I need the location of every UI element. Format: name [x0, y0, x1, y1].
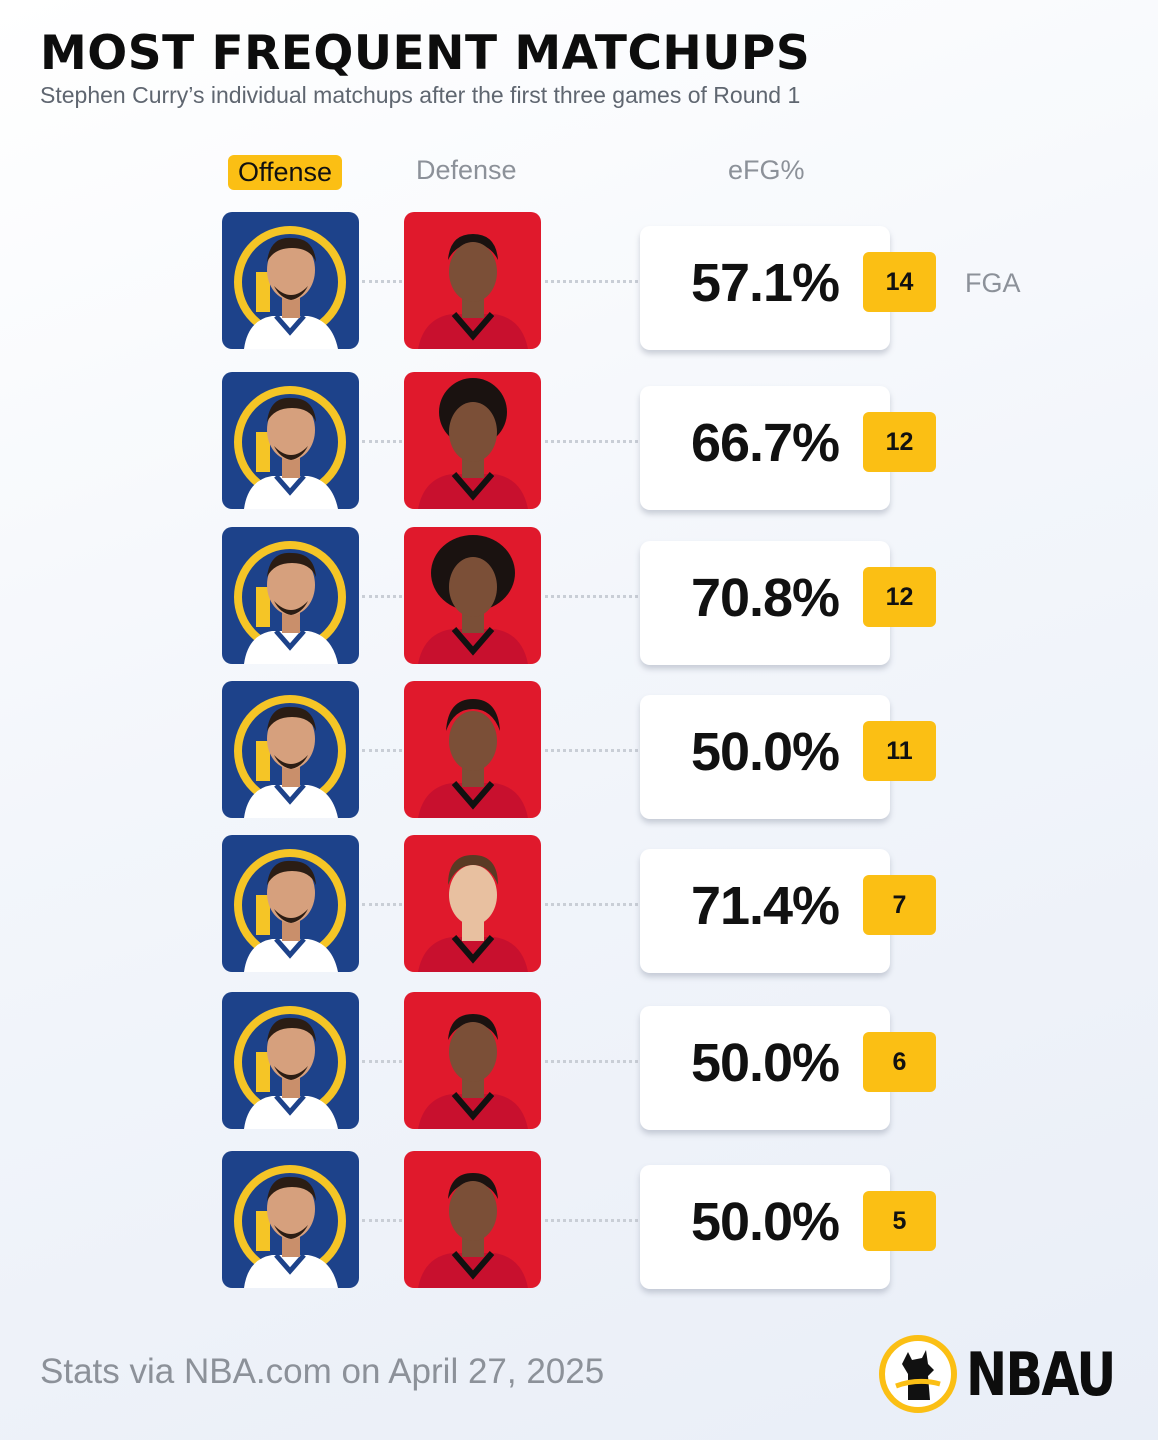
fga-label: FGA	[965, 268, 1021, 298]
connector-line	[545, 1060, 638, 1063]
offense-player-photo	[222, 835, 359, 972]
fga-badge: 14	[863, 252, 936, 312]
offense-player-photo	[222, 992, 359, 1129]
efg-card: 71.4%	[640, 849, 890, 973]
connector-line	[545, 280, 638, 283]
defender-photo	[404, 527, 541, 664]
efg-value: 50.0%	[690, 1192, 840, 1252]
defense-column-header: Defense	[416, 155, 517, 185]
efg-column-header: eFG%	[728, 155, 805, 185]
efg-value: 70.8%	[690, 568, 840, 628]
nbau-logo: NBAU	[878, 1334, 1118, 1414]
matchup-row: 50.0% 5	[0, 1151, 1158, 1291]
connector-line	[545, 595, 638, 598]
defender-photo	[404, 372, 541, 509]
efg-card: 50.0%	[640, 1165, 890, 1289]
dog-logo-icon	[879, 1335, 957, 1413]
efg-value: 50.0%	[690, 1033, 840, 1093]
fga-badge: 5	[863, 1191, 936, 1251]
defender-photo	[404, 835, 541, 972]
connector-line	[362, 903, 402, 906]
offense-player-photo	[222, 372, 359, 509]
connector-line	[362, 280, 402, 283]
page-title: MOST FREQUENT MATCHUPS	[40, 26, 811, 81]
efg-card: 70.8%	[640, 541, 890, 665]
defender-photo	[404, 1151, 541, 1288]
logo-text: NBAU	[966, 1340, 1116, 1410]
defender-photo	[404, 681, 541, 818]
matchup-row: 57.1% 14 FGA	[0, 212, 1158, 352]
matchup-row: 66.7% 12	[0, 372, 1158, 512]
matchup-row: 70.8% 12	[0, 527, 1158, 667]
connector-line	[362, 1219, 402, 1222]
efg-value: 66.7%	[690, 413, 840, 473]
efg-card: 50.0%	[640, 1006, 890, 1130]
connector-line	[362, 1060, 402, 1063]
connector-line	[545, 440, 638, 443]
matchup-row: 50.0% 6	[0, 992, 1158, 1132]
fga-badge: 11	[863, 721, 936, 781]
offense-player-photo	[222, 681, 359, 818]
efg-card: 50.0%	[640, 695, 890, 819]
offense-player-photo	[222, 212, 359, 349]
efg-card: 66.7%	[640, 386, 890, 510]
connector-line	[362, 595, 402, 598]
fga-badge: 6	[863, 1032, 936, 1092]
source-note: Stats via NBA.com on April 27, 2025	[40, 1352, 605, 1391]
connector-line	[545, 1219, 638, 1222]
defender-photo	[404, 992, 541, 1129]
offense-column-header: Offense	[228, 155, 343, 190]
matchup-row: 71.4% 7	[0, 835, 1158, 975]
matchup-row: 50.0% 11	[0, 681, 1158, 821]
fga-badge: 12	[863, 412, 936, 472]
efg-value: 71.4%	[690, 876, 840, 936]
offense-player-photo	[222, 527, 359, 664]
connector-line	[362, 749, 402, 752]
efg-value: 50.0%	[690, 722, 840, 782]
fga-badge: 7	[863, 875, 936, 935]
offense-player-photo	[222, 1151, 359, 1288]
connector-line	[545, 903, 638, 906]
fga-badge: 12	[863, 567, 936, 627]
page-subtitle: Stephen Curry’s individual matchups afte…	[40, 82, 801, 108]
defender-photo	[404, 212, 541, 349]
efg-value: 57.1%	[690, 253, 840, 313]
connector-line	[362, 440, 402, 443]
connector-line	[545, 749, 638, 752]
efg-card: 57.1%	[640, 226, 890, 350]
